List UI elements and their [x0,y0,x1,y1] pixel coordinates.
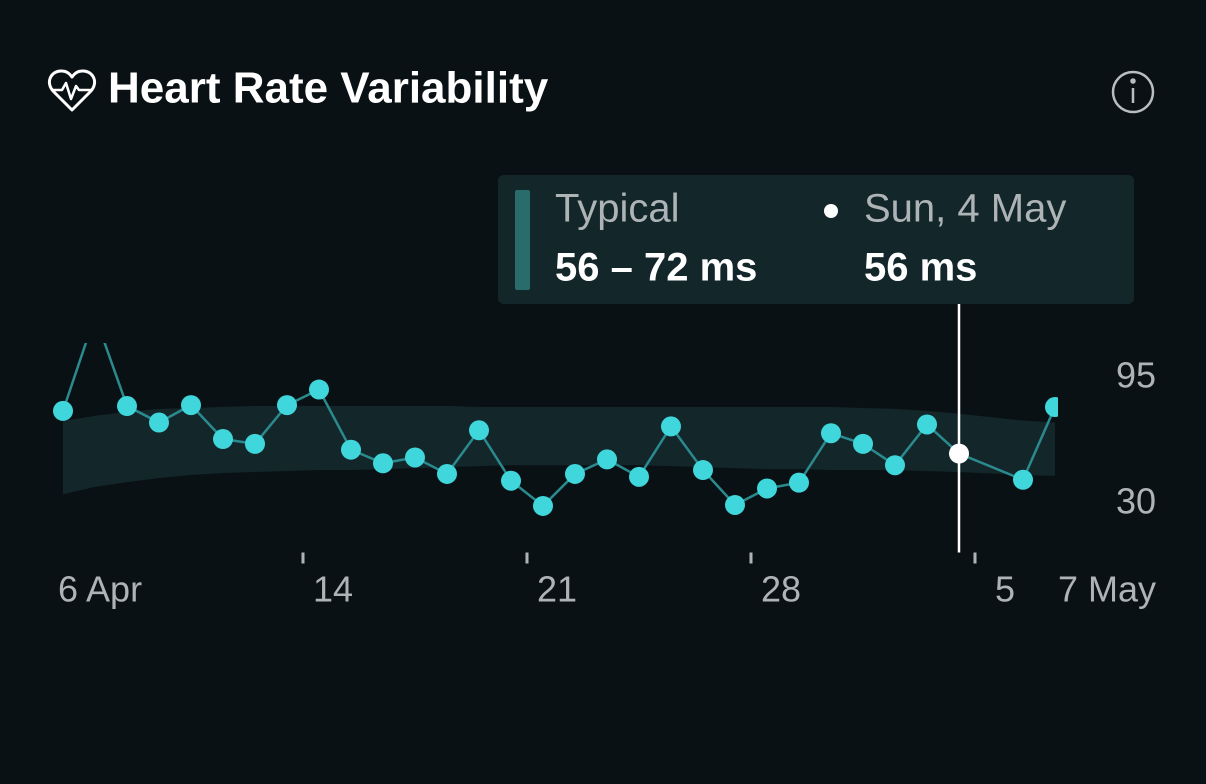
data-point [757,478,777,499]
x-tick-label: 28 [761,569,801,610]
data-point [277,395,297,416]
data-point [117,396,137,417]
data-point [341,439,361,460]
data-point [309,379,329,400]
data-point [469,420,489,441]
x-tick-label: 21 [537,569,577,610]
y-tick-label: 95 [1116,354,1156,395]
tooltip-dot [824,204,838,218]
x-tick-label: 5 [995,569,1015,610]
data-point [565,463,585,484]
x-range-label: 7 May [1058,569,1156,610]
data-point [405,447,425,468]
data-point [533,495,553,516]
chart-title: Heart Rate Variability [108,64,549,113]
tooltip [498,175,1134,304]
data-point [501,470,521,491]
typical-band [63,406,1055,495]
data-point [437,463,457,484]
data-point [213,429,233,450]
data-point [693,460,713,481]
plot-area [53,343,1058,516]
data-point [725,494,745,515]
data-point [245,433,265,454]
x-range-label: 6 Apr [58,569,142,610]
data-point [373,453,393,474]
data-point [853,433,873,454]
data-point [629,466,649,487]
info-icon[interactable] [1111,70,1155,114]
data-point [789,472,809,493]
data-point [1013,469,1033,490]
tooltip-range-swatch [515,190,530,290]
tooltip-date: Sun, 4 May [864,187,1066,231]
tooltip-range-title: Typical [555,187,680,231]
y-tick-label: 30 [1116,481,1156,522]
data-point [1045,397,1058,418]
tooltip-range: 56 – 72 ms [555,246,757,290]
tooltip-value: 56 ms [864,246,977,290]
data-point [149,412,169,433]
x-tick-label: 14 [313,569,353,610]
data-point [917,414,937,435]
heart-icon [48,69,96,112]
data-point [821,423,841,444]
data-point [181,395,201,416]
data-point [597,449,617,470]
data-point [885,455,905,476]
data-point [53,400,73,421]
data-point [661,416,681,437]
